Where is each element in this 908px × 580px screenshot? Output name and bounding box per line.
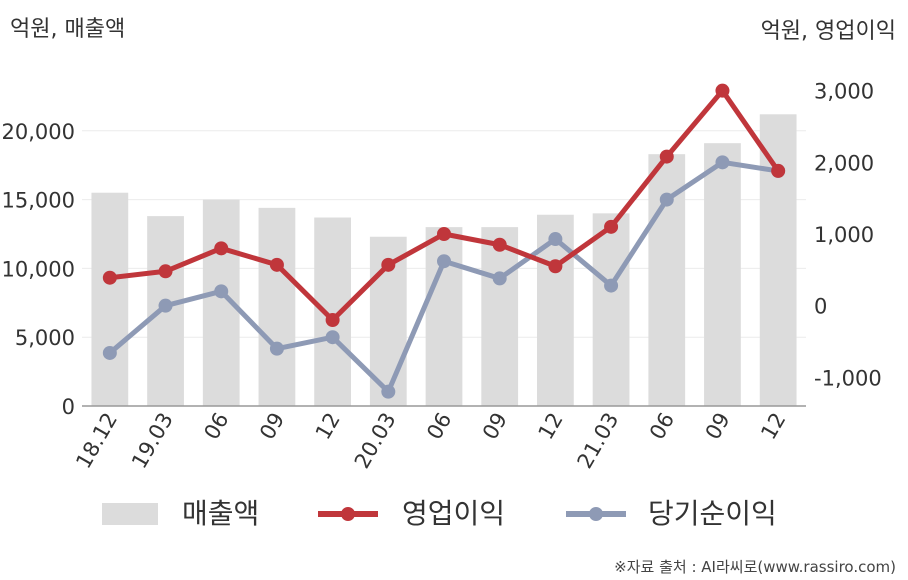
bar-revenue <box>258 207 296 406</box>
point-net-income <box>102 345 117 360</box>
right-axis-ticks: -1,000 0 1,000 2,000 3,000 <box>814 80 882 391</box>
x-axis-tick-label: 12 <box>756 409 790 444</box>
x-axis-tick-label: 09 <box>478 409 512 444</box>
right-axis-tick-label: 1,000 <box>814 223 874 247</box>
point-operating-profit <box>492 237 507 252</box>
point-net-income <box>437 254 451 269</box>
left-axis-tick-label: 0 <box>62 395 75 419</box>
x-axis-tick-label: 21.03 <box>573 409 624 473</box>
bar-revenue <box>91 192 129 406</box>
bar-revenue <box>704 143 741 406</box>
point-net-income <box>325 330 340 345</box>
left-axis-tick-label: 10,000 <box>2 257 75 281</box>
point-operating-profit <box>102 270 117 285</box>
bar-revenue <box>481 227 519 406</box>
left-axis-title: 억원, 매출액 <box>10 17 125 42</box>
x-axis-tick-label: 06 <box>199 409 233 444</box>
point-operating-profit <box>158 264 173 279</box>
legend-label-net-income: 당기순이익 <box>648 497 777 530</box>
x-axis-tick-label: 09 <box>701 409 735 444</box>
point-net-income <box>715 155 730 170</box>
left-axis-tick-label: 20,000 <box>2 120 75 144</box>
point-net-income <box>269 341 284 356</box>
point-operating-profit <box>548 259 563 274</box>
legend-label-operating-profit: 영업이익 <box>402 497 505 530</box>
left-axis-tick-label: 15,000 <box>2 189 75 213</box>
point-net-income <box>214 284 229 299</box>
x-axis-tick-label: 12 <box>534 409 568 444</box>
point-net-income <box>659 192 674 207</box>
bar-revenue <box>592 213 630 406</box>
x-axis-tick-label: 18.12 <box>71 409 122 473</box>
point-operating-profit <box>604 219 619 234</box>
point-operating-profit <box>381 257 396 272</box>
right-axis-tick-label: 0 <box>814 295 827 319</box>
bar-revenue <box>314 217 351 406</box>
point-operating-profit <box>715 83 730 98</box>
point-operating-profit <box>214 241 229 256</box>
x-axis-tick-label: 19.03 <box>127 409 178 473</box>
x-axis-ticks: 18.12 19.03 06 09 12 20.03 06 09 12 21.03 06 09 12 <box>71 409 790 473</box>
legend-swatch-revenue <box>102 503 158 525</box>
x-axis-tick-label: 12 <box>311 409 345 444</box>
right-axis-tick-label: 3,000 <box>814 80 874 104</box>
bar-revenue <box>425 227 463 406</box>
right-axis-title: 억원, 영업이익 <box>761 19 896 44</box>
point-net-income <box>381 384 396 399</box>
x-axis-tick-label: 20.03 <box>350 409 401 473</box>
left-axis-tick-label: 5,000 <box>15 326 75 350</box>
right-axis-tick-label: -1,000 <box>814 366 882 390</box>
legend: 매출액 영업이익 당기순이익 <box>102 497 777 530</box>
left-axis-ticks: 0 5,000 10,000 15,000 20,000 <box>2 120 75 419</box>
x-axis-tick-label: 06 <box>645 409 679 444</box>
point-net-income <box>492 271 507 286</box>
point-operating-profit <box>437 227 451 241</box>
point-operating-profit <box>269 257 284 272</box>
point-net-income <box>158 298 173 313</box>
legend-label-revenue: 매출액 <box>182 497 259 530</box>
line-series <box>102 83 786 399</box>
point-operating-profit <box>659 149 674 164</box>
point-net-income <box>548 232 563 247</box>
legend-swatch-net-income-marker <box>589 507 603 521</box>
right-axis-tick-label: 2,000 <box>814 151 874 175</box>
bar-revenue <box>759 114 797 407</box>
x-axis-tick-label: 09 <box>255 409 289 444</box>
point-operating-profit <box>325 313 340 327</box>
point-net-income <box>604 278 619 293</box>
source-note: ※자료 출처 : AI라씨로(www.rassiro.com) <box>614 558 896 576</box>
x-axis-tick-label: 06 <box>422 409 456 444</box>
point-operating-profit <box>771 163 786 178</box>
legend-swatch-operating-profit-marker <box>341 507 355 521</box>
